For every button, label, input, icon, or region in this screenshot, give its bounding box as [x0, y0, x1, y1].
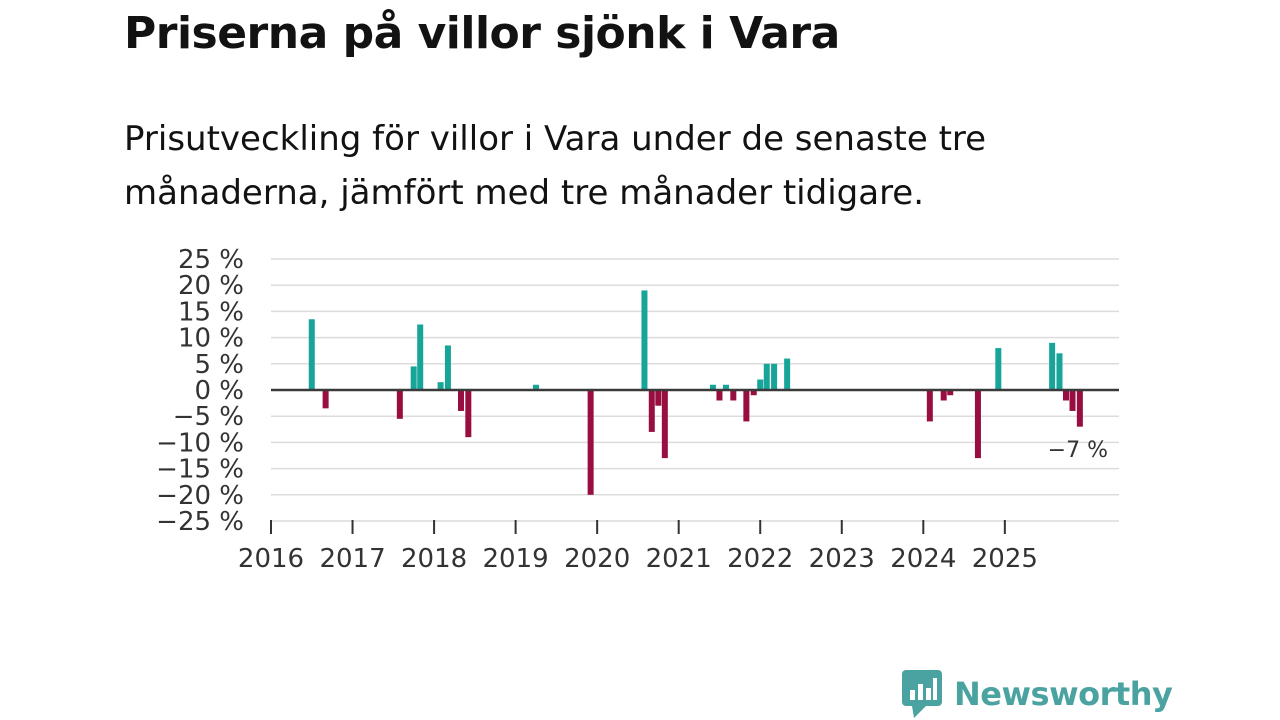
y-tick-label: 5 % [194, 350, 244, 380]
x-tick-label: 2020 [564, 544, 630, 574]
y-tick-label: 0 % [194, 376, 244, 406]
bar [784, 358, 791, 390]
bar [308, 319, 315, 390]
x-tick-label: 2023 [809, 544, 875, 574]
bar [655, 390, 662, 406]
bar [396, 390, 403, 419]
y-tick-label: −10 % [156, 428, 244, 458]
labels: 25 %20 %15 %10 %5 %0 %−5 %−10 %−15 %−20 … [156, 245, 1108, 574]
y-tick-label: −15 % [156, 455, 244, 485]
bar [716, 390, 723, 401]
y-tick-label: 25 % [178, 245, 244, 275]
bar [1049, 342, 1056, 390]
y-tick-label: 10 % [178, 324, 244, 354]
bar [947, 390, 954, 396]
gridlines [271, 258, 1119, 522]
bar [661, 390, 668, 459]
bar [587, 390, 594, 495]
bar [437, 382, 444, 390]
chart-title: Priserna på villor sjönk i Vara [124, 8, 840, 59]
bar [757, 379, 764, 390]
bar [709, 384, 716, 390]
bar [743, 390, 750, 422]
bar [730, 390, 737, 401]
x-tick-label: 2024 [890, 544, 956, 574]
bar [417, 324, 424, 390]
newsworthy-logo-icon [902, 670, 942, 718]
bar [771, 363, 778, 390]
bar [410, 366, 417, 390]
x-tick-label: 2025 [972, 544, 1038, 574]
newsworthy-logo-text: Newsworthy [954, 675, 1173, 713]
y-tick-label: −20 % [156, 481, 244, 511]
bar [722, 384, 729, 390]
x-tick-label: 2021 [646, 544, 712, 574]
chart-subtitle: Prisutveckling för villor i Vara under d… [124, 119, 987, 213]
bars [308, 290, 1083, 495]
bar [1076, 390, 1083, 427]
x-tick-label: 2016 [238, 544, 304, 574]
bar [641, 290, 648, 390]
bar [444, 345, 451, 390]
bar [763, 363, 770, 390]
bar [465, 390, 472, 438]
bar [1063, 390, 1069, 401]
bar [995, 348, 1002, 390]
bar [1069, 390, 1076, 411]
bar [1056, 353, 1063, 390]
bar [940, 390, 947, 401]
bar [322, 390, 329, 409]
bar [648, 390, 655, 432]
x-tick-label: 2017 [319, 544, 385, 574]
axes [270, 388, 1119, 534]
x-tick-label: 2018 [401, 544, 467, 574]
bar [457, 390, 464, 411]
y-tick-label: 20 % [178, 271, 244, 301]
bar [750, 390, 757, 396]
bar [533, 384, 539, 390]
y-tick-label: 15 % [178, 297, 244, 327]
latest-value-annotation: −7 % [1048, 438, 1108, 463]
y-tick-label: −25 % [156, 507, 244, 537]
newsworthy-logo: Newsworthy [902, 670, 1173, 718]
y-tick-label: −5 % [173, 402, 244, 432]
x-tick-label: 2022 [727, 544, 793, 574]
bar [974, 390, 981, 459]
x-tick-label: 2019 [483, 544, 549, 574]
bar [926, 390, 933, 422]
